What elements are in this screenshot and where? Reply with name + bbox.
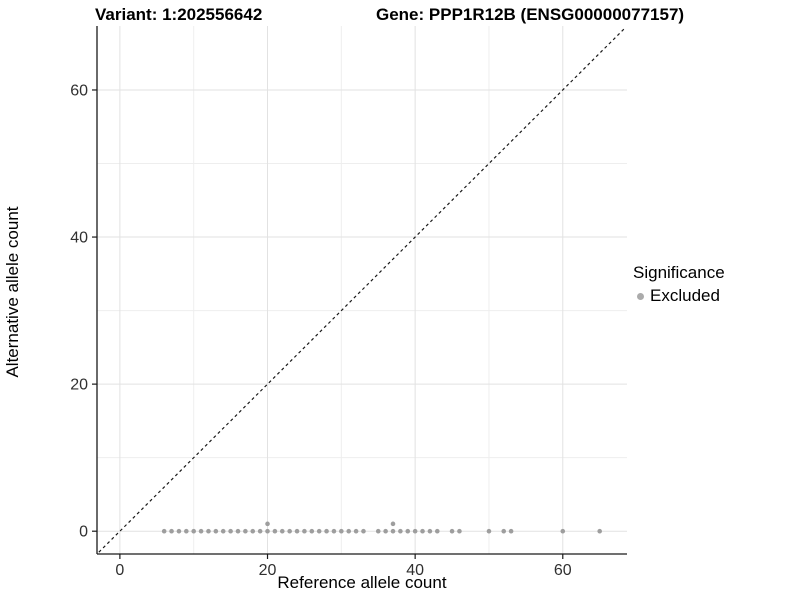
- data-point: [243, 528, 248, 534]
- data-point: [560, 528, 566, 534]
- data-point: [457, 528, 462, 534]
- data-point: [176, 528, 182, 534]
- data-point: [161, 528, 167, 534]
- data-point: [508, 528, 514, 534]
- identity-dashed-line: [98, 26, 627, 553]
- data-point: [265, 521, 270, 527]
- data-point: [375, 528, 381, 534]
- data-point: [398, 528, 403, 534]
- data-point: [228, 528, 233, 534]
- data-point: [390, 521, 396, 527]
- data-point: [486, 528, 492, 534]
- x-axis-label: Reference allele count: [277, 573, 447, 592]
- data-point: [353, 528, 359, 534]
- gene-title: Gene: PPP1R12B (ENSG00000077157): [376, 5, 685, 24]
- data-point: [257, 528, 263, 534]
- data-point: [405, 528, 411, 534]
- legend-item-excluded: Excluded: [633, 286, 725, 306]
- data-point: [206, 528, 211, 534]
- data-point: [412, 528, 418, 534]
- data-point: [213, 528, 219, 534]
- data-point: [169, 528, 174, 534]
- x-tick-label: 60: [554, 562, 572, 579]
- y-tick-label: 40: [70, 230, 88, 247]
- data-point: [265, 528, 270, 534]
- x-tick-label: 0: [115, 562, 124, 579]
- data-point: [235, 528, 241, 534]
- data-point: [198, 528, 204, 534]
- excluded-point-icon: [637, 292, 644, 300]
- data-point: [184, 528, 189, 534]
- data-point: [250, 528, 256, 534]
- x-tick-label: 20: [259, 562, 277, 579]
- data-point: [294, 528, 300, 534]
- data-point: [272, 528, 278, 534]
- data-point: [331, 528, 337, 534]
- data-point: [339, 528, 344, 534]
- data-point: [279, 528, 285, 534]
- data-point: [434, 528, 440, 534]
- data-point: [501, 528, 507, 534]
- data-point: [390, 528, 396, 534]
- data-point: [316, 528, 322, 534]
- data-point: [309, 528, 315, 534]
- data-point: [597, 528, 602, 534]
- variant-title: Variant: 1:202556642: [95, 5, 263, 24]
- y-axis-label: Alternative allele count: [3, 206, 22, 378]
- legend-title: Significance: [633, 263, 725, 282]
- y-tick-label: 0: [79, 524, 88, 541]
- data-point: [383, 528, 388, 534]
- legend-item-label: Excluded: [650, 286, 720, 305]
- y-tick-label: 20: [70, 377, 88, 394]
- data-point: [302, 528, 307, 534]
- data-point: [420, 528, 425, 534]
- data-point: [287, 528, 292, 534]
- data-point: [449, 528, 455, 534]
- data-point: [346, 528, 352, 534]
- data-point: [427, 528, 433, 534]
- data-point: [220, 528, 226, 534]
- legend: Significance Excluded: [633, 263, 725, 306]
- data-point: [191, 528, 196, 534]
- y-tick-label: 60: [70, 82, 88, 99]
- x-tick-label: 40: [406, 562, 424, 579]
- data-point: [361, 528, 366, 534]
- data-point: [324, 528, 329, 534]
